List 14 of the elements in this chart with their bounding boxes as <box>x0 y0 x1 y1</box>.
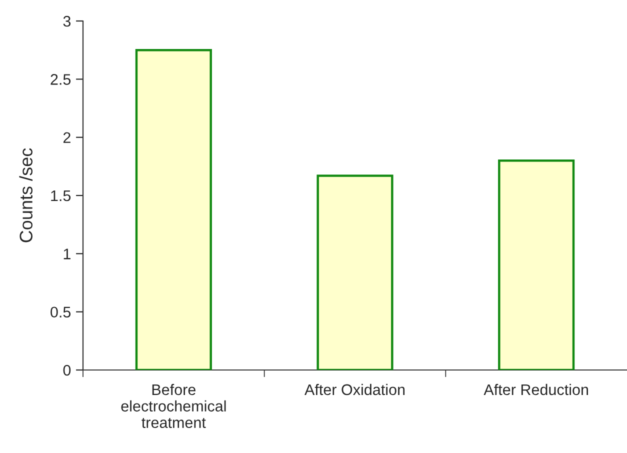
y-axis-title: Counts /sec <box>19 148 32 242</box>
bar <box>135 48 212 370</box>
x-tick-label: Before electrochemical treatment <box>121 384 226 428</box>
y-tick-label: 3 <box>63 16 71 27</box>
bar <box>498 159 575 370</box>
y-tick-label: 0.5 <box>50 306 71 318</box>
y-tick-label: 1.5 <box>51 190 71 202</box>
y-tick-label: 1 <box>64 248 70 260</box>
y-tick-label: 2.5 <box>50 74 71 85</box>
x-tick-label: After Oxidation <box>304 384 405 396</box>
y-tick-label: 2 <box>63 132 70 143</box>
x-tick-label: After Reduction <box>484 384 588 396</box>
bar <box>316 174 394 370</box>
y-tick-label: 0 <box>63 364 71 376</box>
